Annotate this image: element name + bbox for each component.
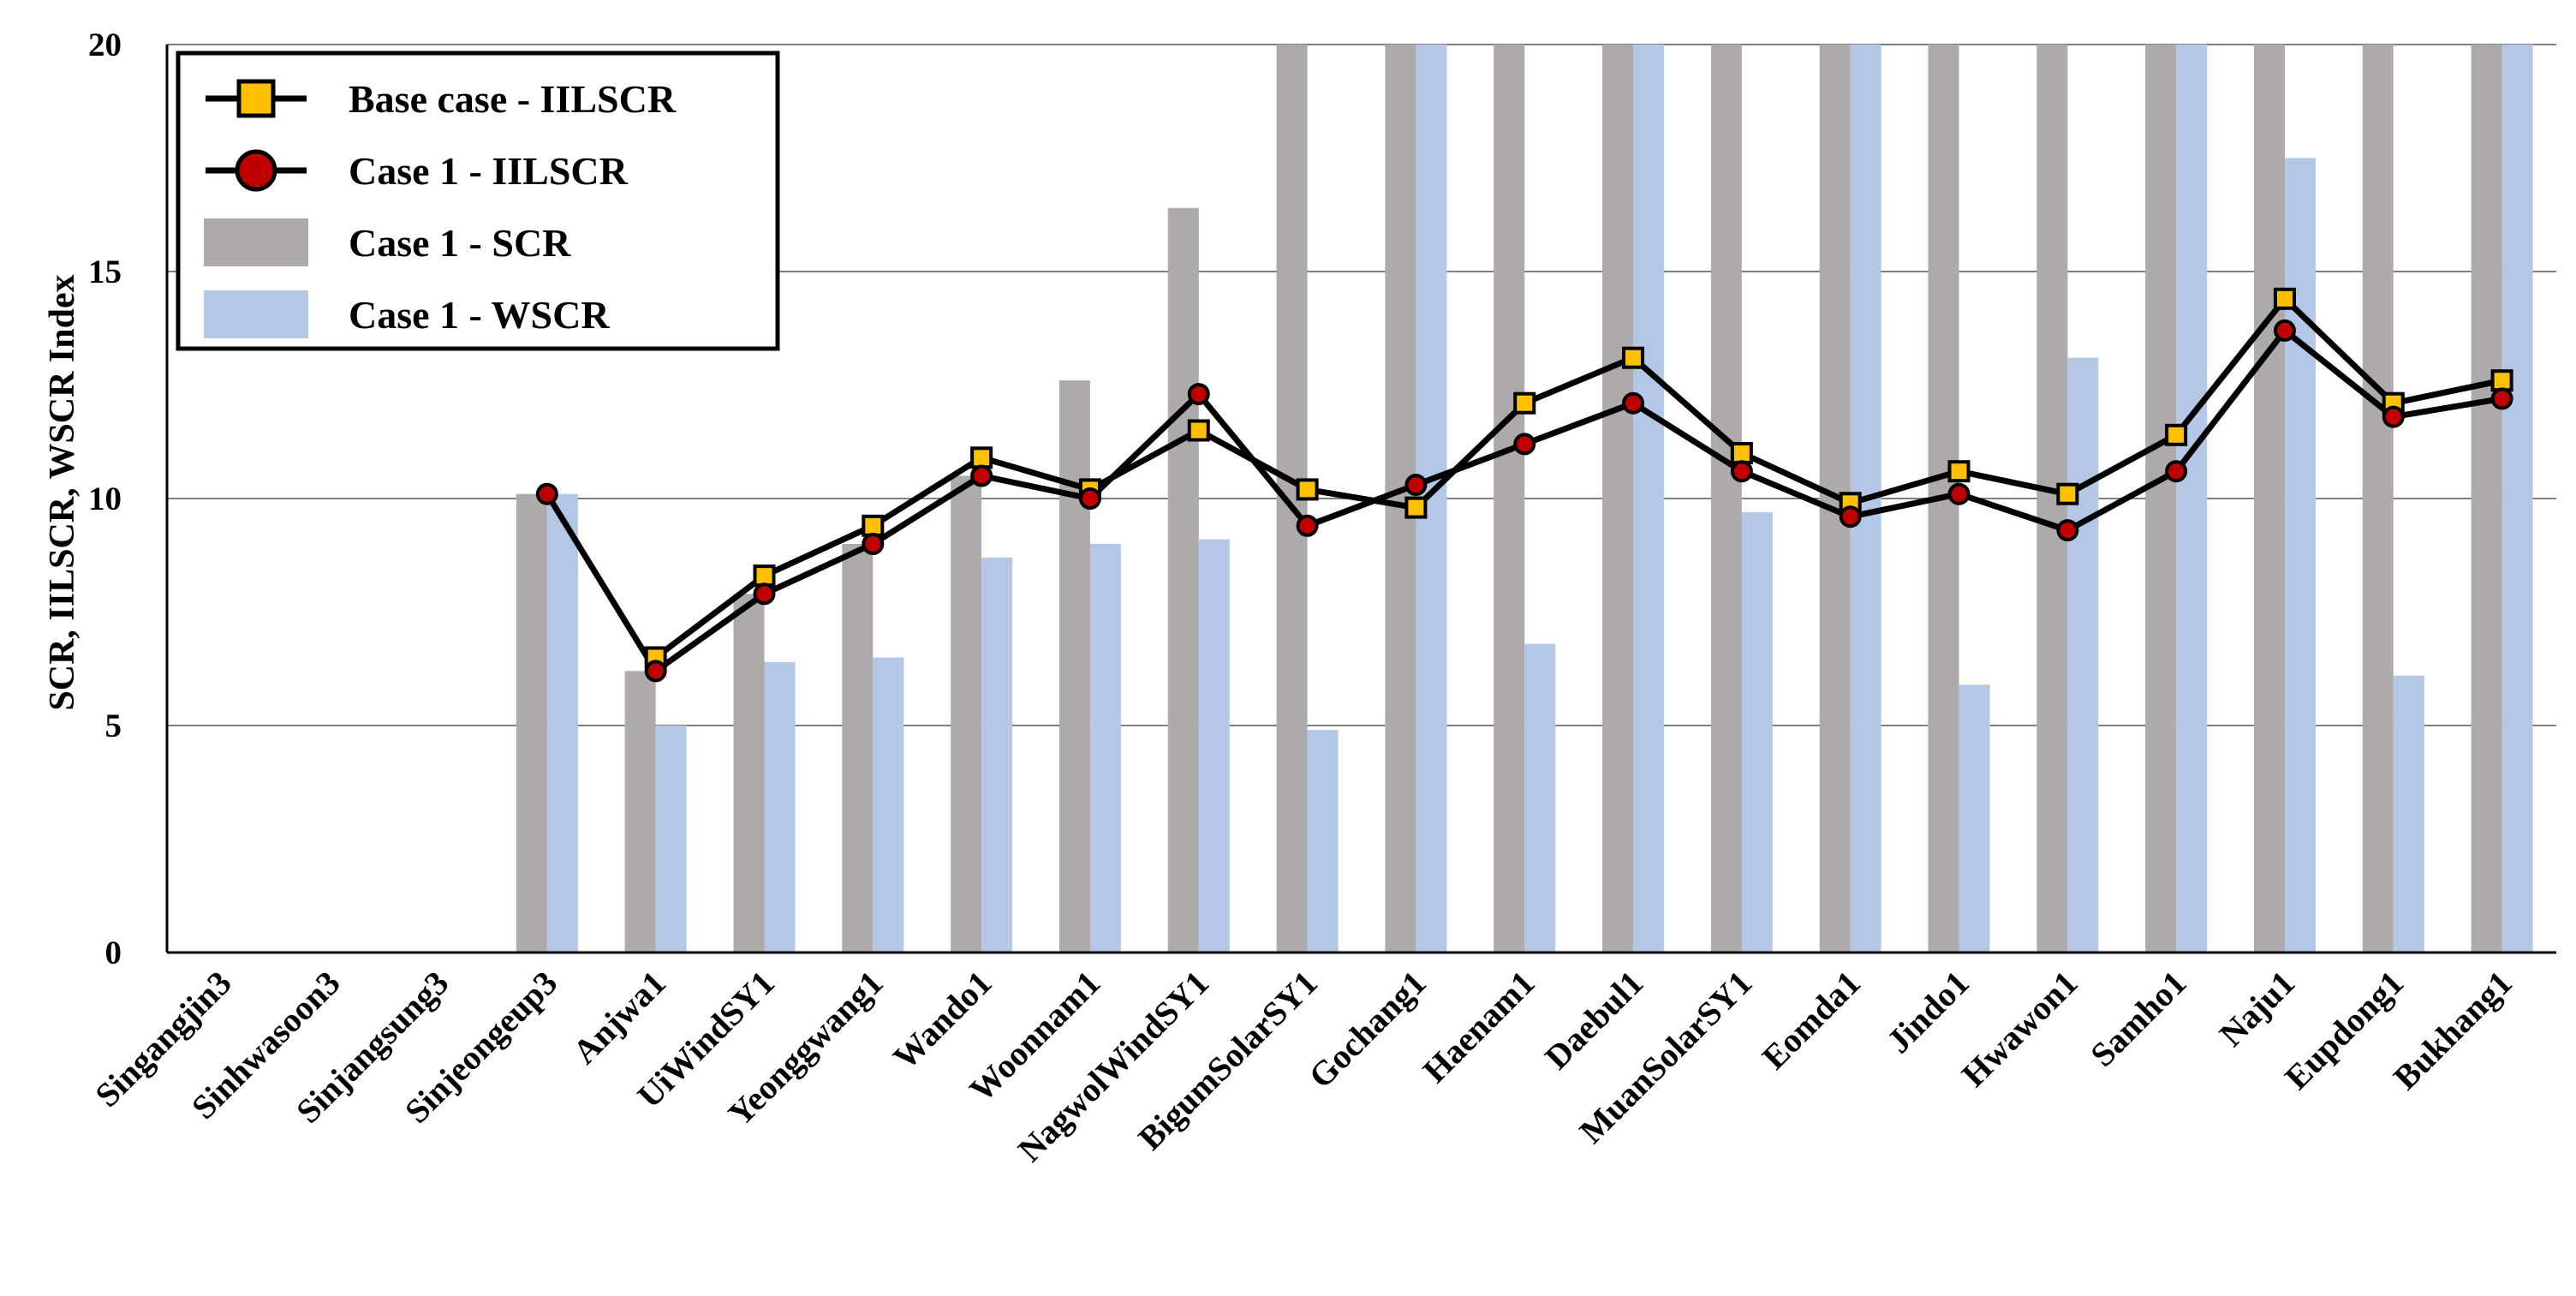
line-base-case-iilscr xyxy=(653,296,2503,660)
x-category-label: Naju1 xyxy=(2212,964,2303,1054)
bar-case-1-wscr-bigumsolarsy1 xyxy=(1307,730,1339,953)
legend-label: Case 1 - WSCR xyxy=(349,293,610,337)
point-base-case-iilscr-hwawon1 xyxy=(2056,482,2079,505)
bar-case-1-scr-haenam1 xyxy=(1494,45,1525,953)
bar-case-1-scr-naju1 xyxy=(2253,45,2285,953)
bars-group xyxy=(516,45,2533,953)
point-base-case-iilscr-nagwolwindsy1 xyxy=(1187,419,1210,442)
point-case-1-iilscr-eomda1 xyxy=(1839,505,1862,529)
point-base-case-iilscr-naju1 xyxy=(2273,287,2296,310)
point-case-1-iilscr-bigumsolarsy1 xyxy=(1296,514,1319,537)
bar-case-1-wscr-yeonggwang1 xyxy=(873,657,904,953)
legend-label: Base case - IILSCR xyxy=(349,77,677,121)
bar-case-1-scr-wando1 xyxy=(951,475,982,953)
x-category-label: Hwawon1 xyxy=(1954,964,2085,1095)
x-category-label: Eomda1 xyxy=(1755,964,1868,1077)
bar-case-1-wscr-wando1 xyxy=(981,557,1013,953)
point-case-1-iilscr-jindo1 xyxy=(1947,482,1971,505)
point-case-1-iilscr-anjwa1 xyxy=(644,660,667,683)
x-category-label: Daebul1 xyxy=(1537,964,1650,1077)
axes-group xyxy=(165,45,2556,954)
y-tick-label: 20 xyxy=(88,27,122,63)
legend: Base case - IILSCR Case 1 - IILSCR Case 1 … xyxy=(176,51,780,351)
bar-case-1-scr-samho1 xyxy=(2145,45,2177,953)
point-base-case-iilscr-uiwindsy1 xyxy=(753,564,776,588)
point-case-1-iilscr-samho1 xyxy=(2165,460,2188,483)
point-base-case-iilscr-haenam1 xyxy=(1513,391,1536,415)
x-category-label: Eupdong1 xyxy=(2277,964,2411,1097)
point-base-case-iilscr-daebul1 xyxy=(1622,346,1645,369)
bar-case-1-wscr-daebul1 xyxy=(1633,45,1665,953)
y-tick-labels: 0 5 10 15 20 xyxy=(88,27,122,971)
legend-swatch-case-1-scr xyxy=(204,218,308,266)
bar-case-1-scr-yeonggwang1 xyxy=(842,544,874,953)
x-category-label: Samho1 xyxy=(2083,964,2193,1074)
point-case-1-iilscr-muansolarsy1 xyxy=(1730,460,1753,483)
bar-case-1-scr-anjwa1 xyxy=(624,671,656,953)
point-case-1-iilscr-yeonggwang1 xyxy=(862,533,885,555)
lines-group xyxy=(535,287,2513,683)
point-case-1-iilscr-nagwolwindsy1 xyxy=(1187,383,1210,406)
bar-case-1-scr-daebul1 xyxy=(1602,45,1634,953)
point-base-case-iilscr-samho1 xyxy=(2165,423,2188,446)
point-case-1-iilscr-hwawon1 xyxy=(2056,519,2079,542)
y-axis-title: SCR, IILSCR, WSCR Index xyxy=(43,274,82,710)
point-case-1-iilscr-naju1 xyxy=(2273,319,2296,342)
point-case-1-iilscr-sinjeongeup3 xyxy=(535,482,558,505)
bar-case-1-scr-woonnam1 xyxy=(1058,380,1090,953)
bar-case-1-scr-sinjeongeup3 xyxy=(516,493,547,953)
bar-case-1-wscr-naju1 xyxy=(2284,158,2316,953)
point-base-case-iilscr-gochang1 xyxy=(1404,496,1428,519)
legend-swatch-case-1-wscr xyxy=(204,290,308,338)
bar-case-1-wscr-sinjeongeup3 xyxy=(546,493,578,953)
legend-label: Case 1 - SCR xyxy=(349,221,571,265)
point-base-case-iilscr-bukhang1 xyxy=(2490,369,2513,392)
point-base-case-iilscr-muansolarsy1 xyxy=(1730,442,1753,464)
x-category-label: Haenam1 xyxy=(1415,964,1541,1090)
bar-case-1-wscr-uiwindsy1 xyxy=(764,661,796,953)
point-case-1-iilscr-daebul1 xyxy=(1622,391,1645,415)
y-tick-label: 15 xyxy=(88,254,122,290)
bar-case-1-wscr-jindo1 xyxy=(1959,684,1990,953)
bar-case-1-wscr-eupdong1 xyxy=(2393,675,2424,953)
bar-case-1-wscr-hwawon1 xyxy=(2067,357,2099,953)
point-case-1-iilscr-bukhang1 xyxy=(2490,387,2513,410)
y-tick-label: 5 xyxy=(105,708,122,744)
legend-marker-base-case-iilscr xyxy=(236,79,276,118)
bar-case-1-scr-nagwolwindsy1 xyxy=(1167,207,1199,953)
point-base-case-iilscr-jindo1 xyxy=(1947,460,1971,483)
y-tick-label: 0 xyxy=(105,935,122,971)
bar-case-1-scr-bukhang1 xyxy=(2471,45,2502,953)
point-base-case-iilscr-wando1 xyxy=(970,446,993,469)
bar-case-1-wscr-haenam1 xyxy=(1524,643,1556,953)
x-category-labels: Singangjin3Sinhwasoon3Sinjangsung3Sinjeo… xyxy=(87,964,2519,1169)
point-case-1-iilscr-gochang1 xyxy=(1404,474,1428,497)
bar-case-1-wscr-muansolarsy1 xyxy=(1741,511,1773,953)
point-case-1-iilscr-uiwindsy1 xyxy=(753,582,776,606)
point-case-1-iilscr-haenam1 xyxy=(1513,433,1536,456)
bar-case-1-wscr-nagwolwindsy1 xyxy=(1198,539,1230,953)
point-case-1-iilscr-wando1 xyxy=(970,464,993,487)
y-tick-label: 10 xyxy=(88,481,122,517)
x-category-label: Wando1 xyxy=(886,964,999,1077)
x-category-label: Gochang1 xyxy=(1301,964,1433,1096)
point-base-case-iilscr-yeonggwang1 xyxy=(862,514,885,537)
x-category-label: Bukhang1 xyxy=(2386,964,2519,1097)
legend-label: Case 1 - IILSCR xyxy=(349,149,629,193)
point-base-case-iilscr-bigumsolarsy1 xyxy=(1296,478,1319,501)
bar-case-1-wscr-anjwa1 xyxy=(655,726,687,953)
bar-case-1-wscr-samho1 xyxy=(2176,45,2208,953)
bar-case-1-wscr-woonnam1 xyxy=(1089,544,1121,953)
bar-case-1-scr-uiwindsy1 xyxy=(733,594,765,953)
x-category-label: Jindo1 xyxy=(1879,964,1977,1061)
bar-case-1-wscr-bukhang1 xyxy=(2501,45,2533,953)
point-case-1-iilscr-eupdong1 xyxy=(2382,405,2405,428)
point-case-1-iilscr-woonnam1 xyxy=(1078,487,1101,510)
x-category-label: NagwolWindSY1 xyxy=(1011,964,1216,1169)
bar-case-1-scr-eupdong1 xyxy=(2362,45,2394,953)
bar-case-1-scr-muansolarsy1 xyxy=(1710,45,1742,953)
legend-marker-case-1-iilscr xyxy=(235,149,277,192)
x-category-label: Anjwa1 xyxy=(565,964,673,1072)
